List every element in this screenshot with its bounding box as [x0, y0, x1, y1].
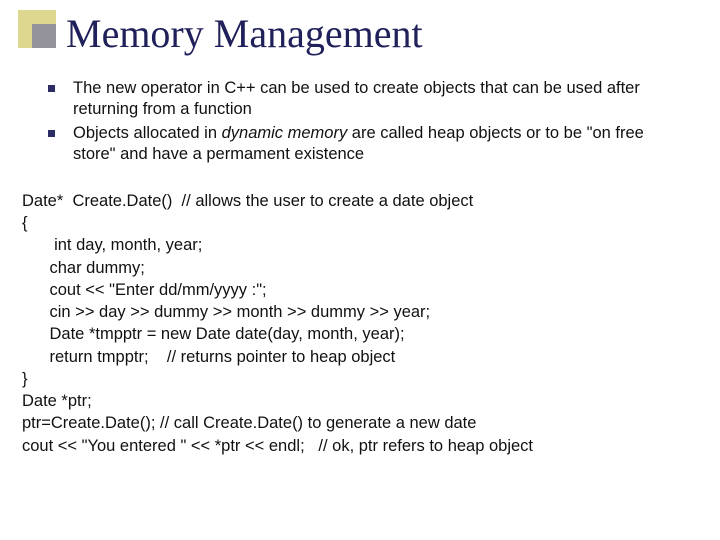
bullet-text: Objects allocated in dynamic memory are … [73, 123, 690, 166]
code-line: char dummy; [22, 259, 145, 277]
list-item: Objects allocated in dynamic memory are … [48, 123, 690, 166]
code-line: cout << "Enter dd/mm/yyyy :"; [22, 281, 267, 299]
bullet-pre: Objects allocated in [73, 124, 222, 142]
bullet-list: The new operator in C++ can be used to c… [0, 70, 720, 166]
code-line: cin >> day >> dummy >> month >> dummy >>… [22, 303, 430, 321]
code-line: Date *ptr; [22, 392, 92, 410]
page-title: Memory Management [0, 12, 720, 56]
code-line: Date* Create.Date() // allows the user t… [22, 192, 473, 210]
bullet-emphasis: dynamic memory [222, 124, 348, 142]
code-line: } [22, 370, 28, 388]
code-line: return tmpptr; // returns pointer to hea… [22, 348, 395, 366]
list-item: The new operator in C++ can be used to c… [48, 78, 690, 121]
code-line: { [22, 214, 28, 232]
bullet-text: The new operator in C++ can be used to c… [73, 78, 690, 121]
square-bullet-icon [48, 130, 55, 137]
square-bullet-icon [48, 85, 55, 92]
code-line: int day, month, year; [22, 236, 202, 254]
code-line: Date *tmpptr = new Date date(day, month,… [22, 325, 405, 343]
code-line: cout << "You entered " << *ptr << endl; … [22, 437, 533, 455]
code-block: Date* Create.Date() // allows the user t… [0, 168, 720, 457]
code-line: ptr=Create.Date(); // call Create.Date()… [22, 414, 476, 432]
title-row: Memory Management [0, 0, 720, 70]
